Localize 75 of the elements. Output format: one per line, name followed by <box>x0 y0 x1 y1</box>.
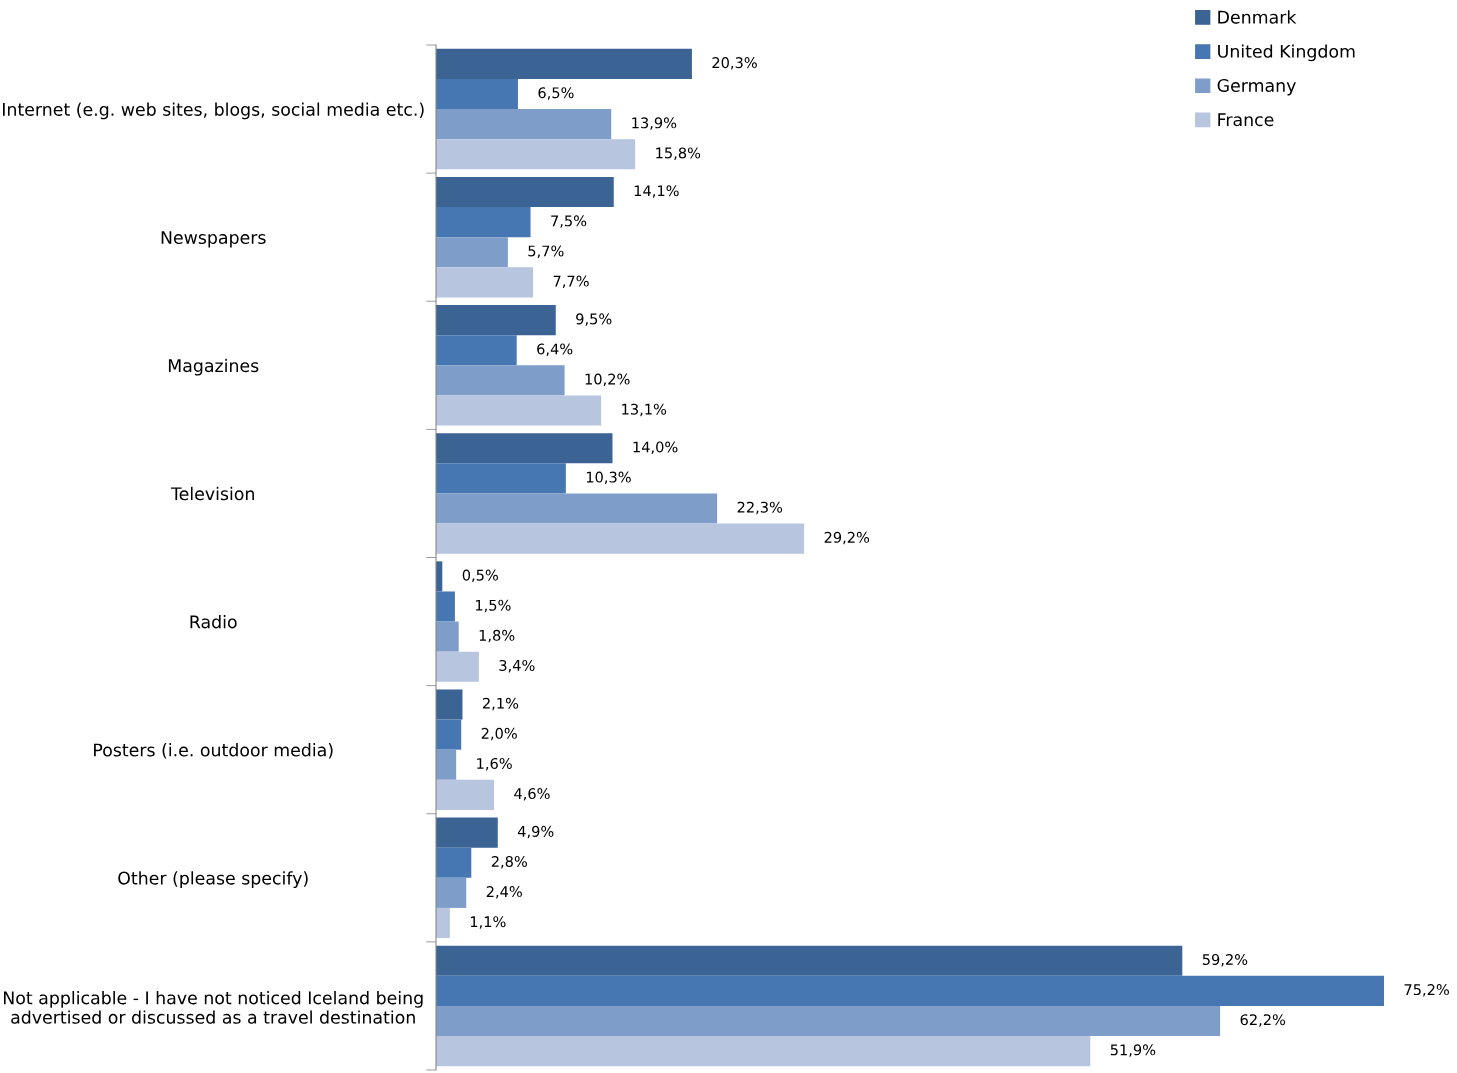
data-label: 29,2% <box>824 531 870 545</box>
y-tick-label: Internet (e.g. web sites, blogs, social media etc.) <box>3 102 424 120</box>
data-label: 5,7% <box>528 245 564 258</box>
bar <box>436 907 450 939</box>
data-label: 1,1% <box>470 916 506 929</box>
bar <box>436 523 805 554</box>
bar <box>436 237 508 268</box>
data-label: 1,8% <box>479 629 515 643</box>
data-label: 4,6% <box>514 788 550 801</box>
bar <box>436 591 455 622</box>
bar <box>436 48 692 79</box>
data-label: 62,2% <box>1240 1014 1286 1027</box>
data-label: 10,2% <box>585 373 630 387</box>
bar <box>436 817 498 848</box>
legend-label: Denmark <box>1218 10 1297 24</box>
bar <box>436 109 612 140</box>
data-label: 14,1% <box>634 185 679 198</box>
bar <box>436 463 566 494</box>
data-label: 2,0% <box>481 727 517 741</box>
data-label: 6,4% <box>537 343 573 356</box>
bar <box>436 78 518 110</box>
data-label: 1,6% <box>477 757 512 771</box>
bar <box>436 975 1384 1006</box>
bar <box>436 433 613 464</box>
data-label: 14,0% <box>633 441 678 454</box>
data-label: 13,9% <box>632 117 677 130</box>
y-tick-label: Radio <box>190 614 237 629</box>
bar <box>436 847 472 878</box>
data-label: 20,3% <box>712 57 757 70</box>
bar <box>436 945 1183 976</box>
y-tick-label: Magazines <box>168 358 259 376</box>
bar <box>436 335 517 366</box>
bar <box>436 877 467 908</box>
y-tick-label: Not applicable - I have not noticed Iceland being advertised or discussed as a travel destination <box>3 990 423 1024</box>
bar <box>436 305 556 336</box>
data-label: 22,3% <box>737 501 783 515</box>
bar <box>436 395 602 426</box>
bar <box>436 493 718 524</box>
bar <box>436 176 614 208</box>
bar <box>436 1005 1221 1037</box>
y-tick-label: Posters (i.e. outdoor media) <box>94 743 333 759</box>
legend-label: Germany <box>1217 78 1296 96</box>
legend-label: France <box>1218 113 1274 127</box>
y-tick-label: Television <box>170 486 254 501</box>
data-label: 9,5% <box>576 313 612 326</box>
data-label: 13,1% <box>622 403 667 417</box>
bar <box>436 139 636 170</box>
data-label: 3,4% <box>499 659 535 673</box>
bar <box>436 621 459 652</box>
bar <box>436 365 565 396</box>
bar <box>436 689 463 720</box>
bar <box>436 719 462 750</box>
data-label: 7,5% <box>551 215 587 228</box>
data-label: 59,2% <box>1202 953 1248 967</box>
data-label: 6,5% <box>538 87 574 100</box>
data-label: 10,3% <box>586 471 631 485</box>
bar <box>436 207 531 238</box>
bar <box>436 651 479 682</box>
legend-label: United Kingdom <box>1218 44 1355 62</box>
data-label: 2,1% <box>482 697 519 711</box>
data-label: 1,5% <box>475 599 511 613</box>
bar <box>436 267 534 298</box>
bar <box>436 749 457 780</box>
bar <box>436 779 494 810</box>
data-label: 2,4% <box>486 886 522 899</box>
bar <box>436 1036 1091 1067</box>
data-label: 7,7% <box>553 275 589 289</box>
y-tick-label: Other (please specify) <box>118 871 308 889</box>
data-label: 75,2% <box>1404 984 1449 997</box>
y-tick-label: Newspapers <box>161 231 266 248</box>
data-label: 15,8% <box>656 147 701 160</box>
data-label: 51,9% <box>1110 1044 1156 1057</box>
data-label: 2,8% <box>491 855 527 869</box>
data-label: 4,9% <box>517 825 554 839</box>
data-label: 0,5% <box>462 569 498 583</box>
